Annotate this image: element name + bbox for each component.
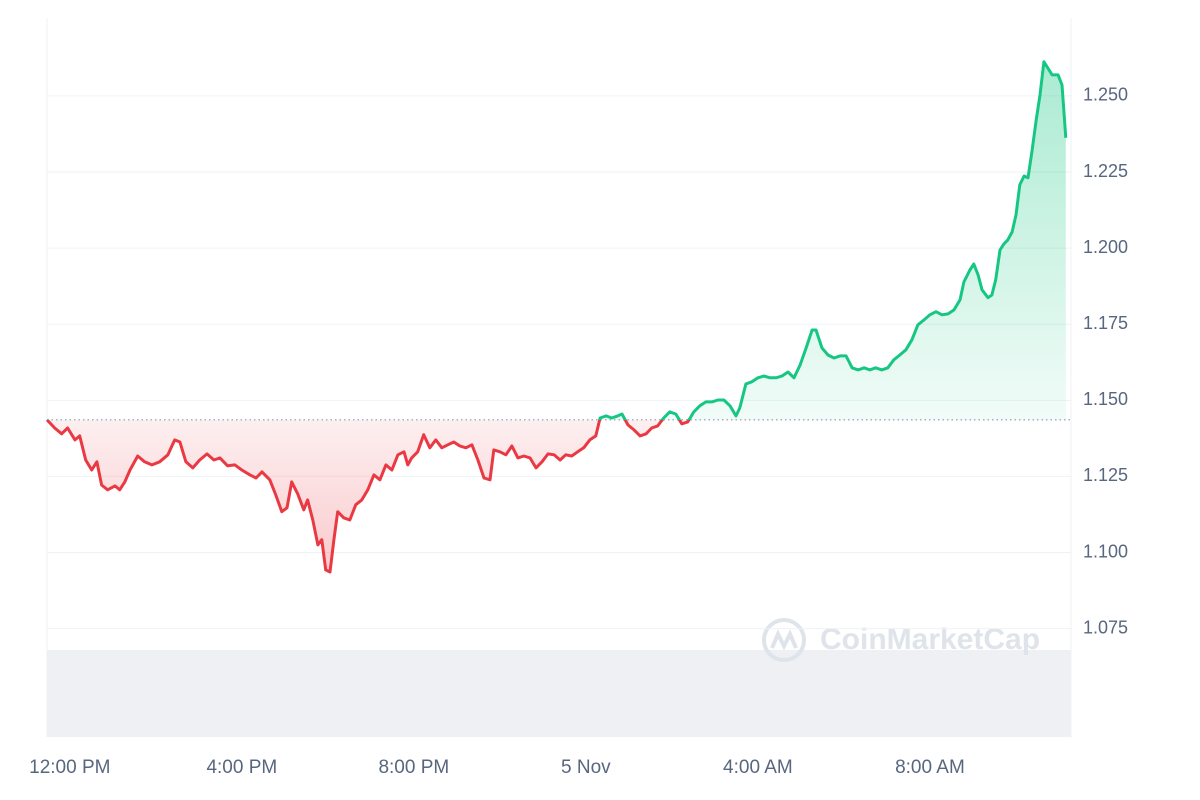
- price-area: [47, 61, 1066, 573]
- y-tick-label: 1.175: [1083, 313, 1128, 333]
- y-tick-label: 1.225: [1083, 161, 1128, 181]
- y-tick-label: 1.075: [1083, 617, 1128, 637]
- y-tick-label: 1.100: [1083, 541, 1128, 561]
- x-tick-label: 8:00 AM: [895, 757, 965, 778]
- x-tick-label: 5 Nov: [561, 757, 611, 778]
- volume-band: [47, 650, 1071, 737]
- watermark-logo: [762, 618, 806, 662]
- x-tick-label: 4:00 PM: [206, 757, 277, 778]
- x-tick-label: 4:00 AM: [723, 757, 793, 778]
- y-tick-label: 1.250: [1083, 85, 1128, 105]
- y-tick-label: 1.200: [1083, 237, 1128, 257]
- y-tick-label: 1.125: [1083, 465, 1128, 485]
- x-tick-label: 8:00 PM: [378, 757, 449, 778]
- watermark: CoinMarketCap: [820, 623, 1040, 656]
- y-tick-label: 1.150: [1083, 389, 1128, 409]
- x-tick-label: 12:00 PM: [29, 757, 110, 778]
- price-line: [45, 60, 1068, 574]
